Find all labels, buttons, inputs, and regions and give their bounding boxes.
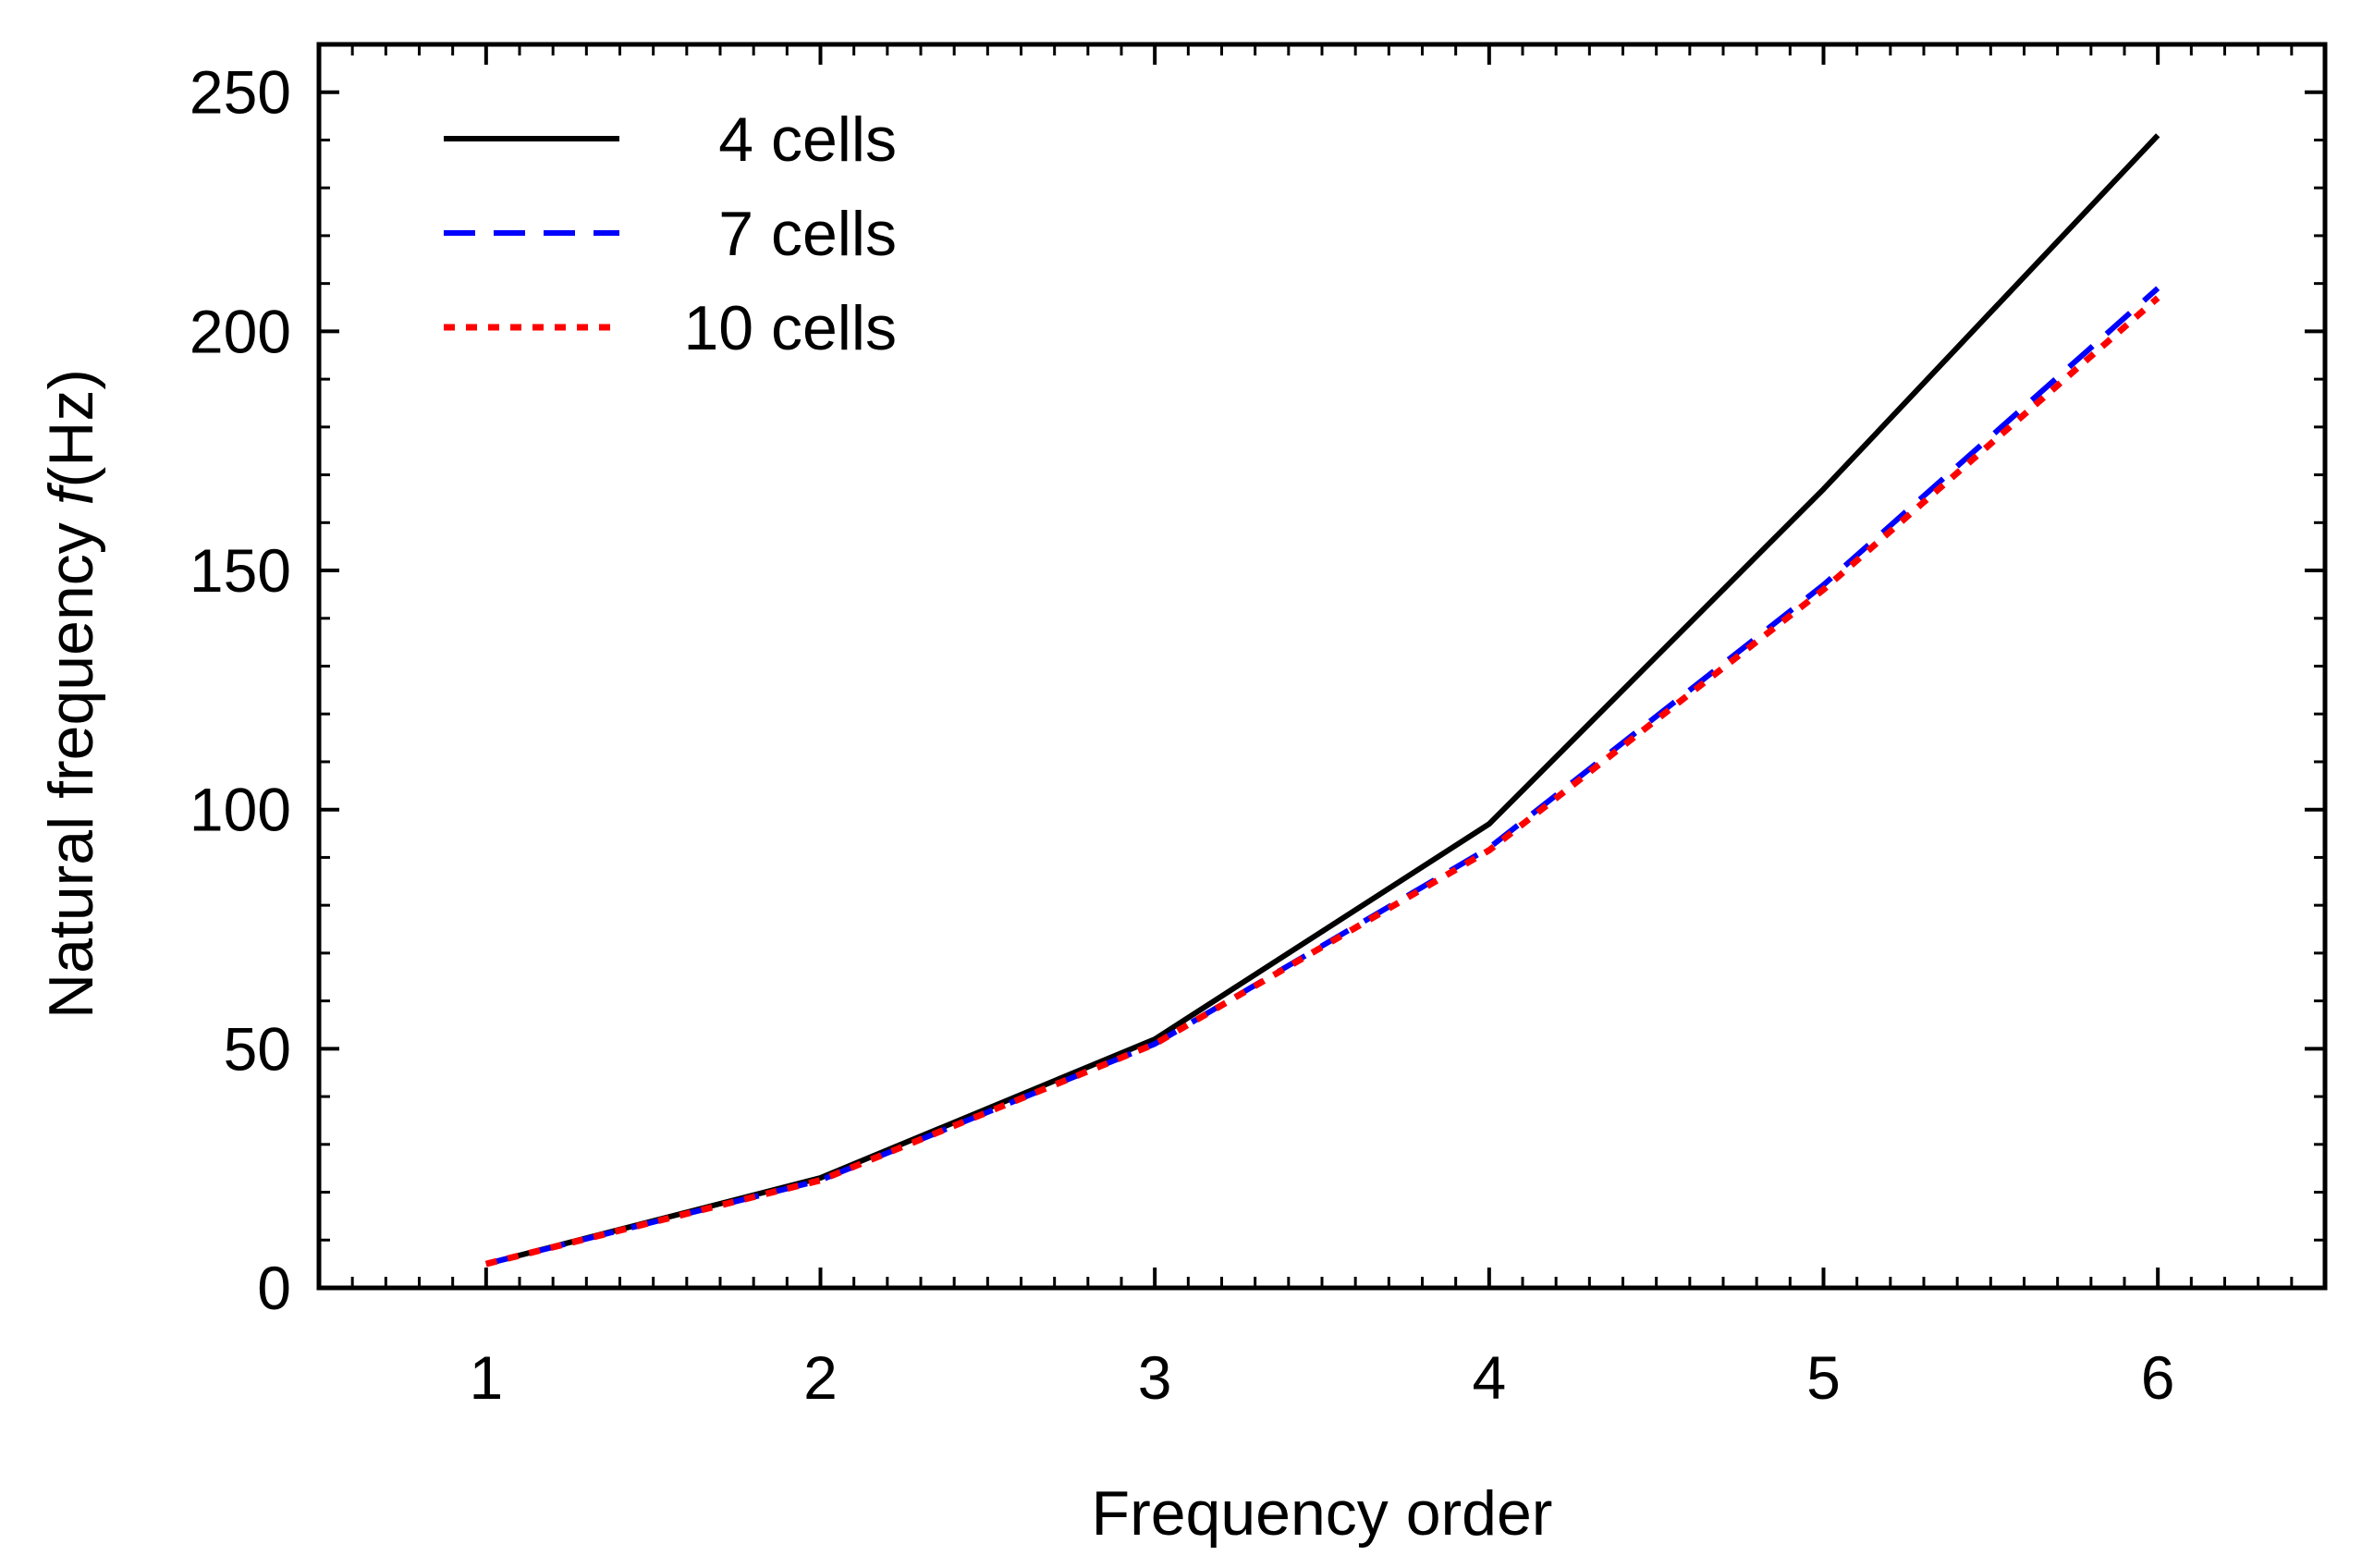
y-tick-label: 50 [224, 1014, 291, 1083]
y-tick-label: 0 [257, 1254, 291, 1322]
x-tick-label: 2 [803, 1343, 838, 1412]
series-lines [484, 133, 2160, 1268]
plot-area-frame [316, 42, 2328, 1291]
x-tick-label: 4 [1472, 1343, 1506, 1412]
legend-item-7-cells: 7 cells [444, 199, 897, 269]
legend-label-4-cells: 4 cells [718, 104, 897, 175]
series-line-4-cells [485, 133, 2160, 1268]
series-line-10-cells [484, 295, 2160, 1268]
x-tick-label: 1 [469, 1343, 503, 1412]
x-tick-labels: 1 2 3 4 5 6 [469, 1343, 2174, 1412]
legend-label-10-cells: 10 cells [683, 293, 897, 363]
legend-label-7-cells: 7 cells [718, 199, 897, 269]
y-tick-label: 100 [190, 776, 291, 844]
series-line-7-cells [485, 286, 2160, 1268]
minor-ticks [317, 43, 2327, 1288]
y-tick-label: 250 [190, 58, 291, 127]
y-axis-title-prefix: Natural frequency [36, 505, 106, 1019]
y-axis-title: Natural frequency f(Hz) [36, 369, 106, 1019]
y-tick-label: 200 [190, 297, 291, 365]
y-tick-label: 150 [190, 536, 291, 605]
major-ticks [319, 44, 2325, 1290]
legend-item-10-cells: 10 cells [444, 293, 897, 363]
legend: 4 cells 7 cells 10 cells [444, 104, 897, 363]
legend-item-4-cells: 4 cells [444, 104, 897, 175]
x-tick-label: 5 [1806, 1343, 1841, 1412]
x-tick-label: 3 [1138, 1343, 1172, 1412]
y-tick-labels: 0 50 100 150 200 250 [190, 58, 291, 1322]
x-tick-label: 6 [2141, 1343, 2175, 1412]
y-axis-title-unit: (Hz) [36, 369, 106, 487]
x-axis-title: Frequency order [1092, 1478, 1553, 1549]
